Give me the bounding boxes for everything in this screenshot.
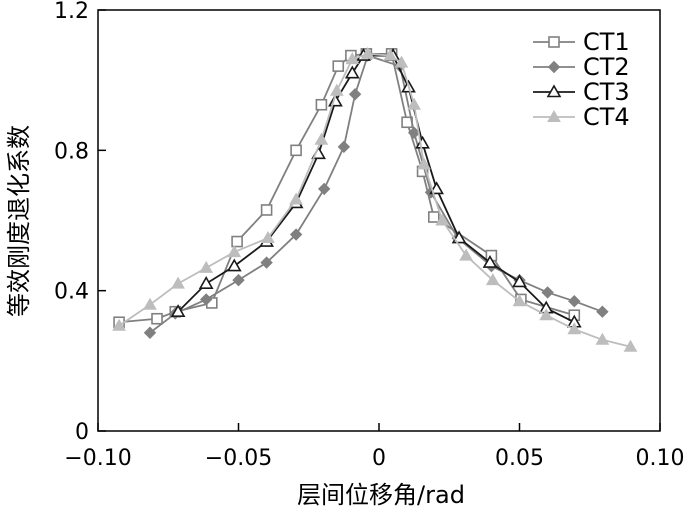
data-point [427,211,440,223]
data-point [568,294,581,308]
data-point [485,273,500,286]
plot-area-frame [97,9,661,432]
y-tick-label: 0 [75,420,89,445]
data-point [332,60,345,72]
data-point [227,245,242,258]
legend-marker [547,109,561,122]
data-point [482,254,498,268]
data-point [170,304,186,318]
legend-label: CT1 [583,28,630,56]
data-point [337,140,351,154]
data-point [260,204,273,216]
series-line-ct2 [149,54,603,334]
legend-item-ct2: CT2 [533,53,630,81]
data-point [415,135,430,149]
data-point [512,294,527,307]
series-ct1 [113,48,581,329]
data-point [539,308,554,321]
series-ct4 [112,46,638,352]
legend-item-ct3: CT3 [533,78,630,106]
data-point [171,276,185,289]
y-tick-label: 0.8 [54,139,89,164]
data-point [199,260,214,273]
x-tick-label: 0.10 [636,446,685,471]
y-tick-label: 1.2 [54,0,89,24]
legend-item-ct1: CT1 [533,28,630,56]
data-point [151,312,163,325]
data-point [112,318,126,331]
data-point [198,276,214,289]
data-point [314,132,329,145]
data-point [289,192,303,205]
x-axis-title: 层间位移角/rad [297,481,465,509]
legend-label: CT2 [583,53,630,81]
data-point [567,322,582,335]
legend-label: CT4 [583,103,630,131]
legend-marker [546,84,562,98]
data-point [345,52,360,65]
data-point [231,235,243,248]
series-ct3 [170,47,582,328]
series-line-ct4 [118,52,631,348]
data-point [348,87,362,101]
data-point [329,83,344,96]
data-point [595,332,610,345]
data-point [317,182,331,196]
data-point [459,248,473,261]
series-ct2 [143,49,609,339]
data-point [260,256,273,269]
legend-marker [547,60,561,74]
data-point [261,231,275,244]
data-point [512,274,527,288]
x-tick-label: −0.10 [64,446,131,471]
data-point [226,258,242,272]
x-tick-label: 0 [372,446,386,471]
legend-marker [548,36,560,48]
data-point [417,157,431,170]
data-point [344,65,360,79]
data-point [596,305,609,318]
data-point [289,228,303,241]
axis-ticks: −0.10 −0.05 0 0.05 0.10 0 0.4 0.8 1.2 [54,0,684,471]
legend-item-ct4: CT4 [533,103,630,131]
data-point [394,55,409,68]
data-point [315,98,328,111]
data-point [360,46,375,59]
data-point [383,48,398,61]
y-axis-title: 等效刚度退化系数 [5,125,33,317]
data-point [541,286,554,299]
data-point [435,213,450,226]
data-point [290,144,302,157]
data-point [143,297,157,310]
data-point [429,181,444,195]
data-point [407,97,421,110]
data-point [232,273,245,287]
data-point [143,326,157,339]
data-point [623,339,638,352]
series-line-ct1 [118,52,575,324]
series-layer [112,46,638,352]
x-tick-label: −0.05 [205,446,272,471]
x-tick-label: 0.05 [495,446,544,471]
legend-label: CT3 [583,78,630,106]
y-tick-label: 0.4 [54,280,89,305]
data-point [199,293,213,306]
